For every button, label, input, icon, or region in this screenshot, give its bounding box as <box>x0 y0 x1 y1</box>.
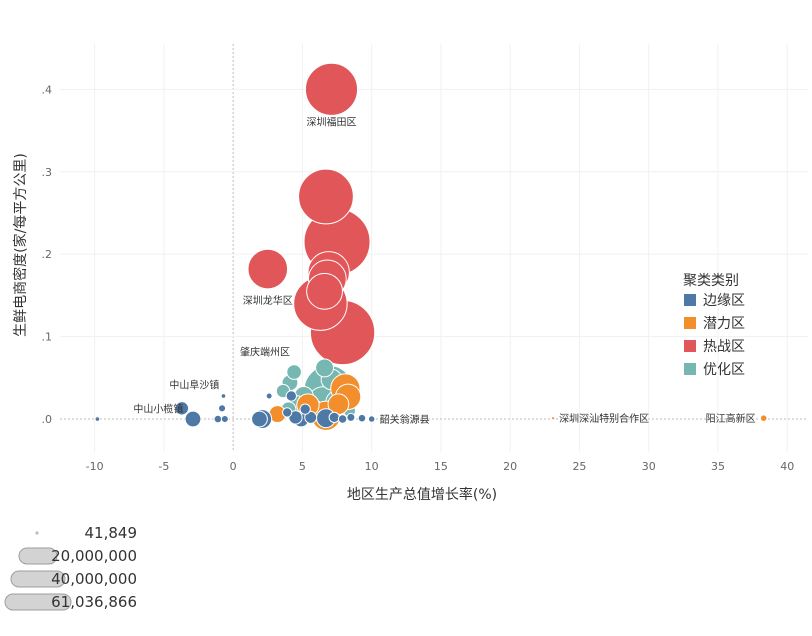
x-tick-label: 10 <box>365 460 379 473</box>
size-legend-mark <box>35 531 39 535</box>
data-point <box>94 416 101 422</box>
point-label: 中山阜沙镇 <box>169 378 219 391</box>
y-tick-label: .3 <box>42 166 53 179</box>
x-tick-label: 20 <box>503 460 517 473</box>
size-legend-mark <box>10 570 66 588</box>
legend-swatch <box>684 317 696 329</box>
x-tick-label: 35 <box>711 460 725 473</box>
point-label: 深圳龙华区 <box>243 294 293 307</box>
x-tick-label: 15 <box>434 460 448 473</box>
data-point <box>251 410 268 428</box>
x-tick-label: 0 <box>230 460 237 473</box>
data-point <box>306 272 343 310</box>
data-point <box>213 414 223 424</box>
size-legend-label: 41,849 <box>85 524 138 542</box>
point-label: 深圳深汕特别合作区 <box>559 412 649 425</box>
data-point <box>282 407 293 418</box>
data-point <box>299 403 311 415</box>
data-point <box>328 411 340 424</box>
data-point <box>304 410 318 424</box>
size-legend-label: 20,000,000 <box>51 547 137 565</box>
size-legend-mark <box>4 593 72 611</box>
x-tick-label: 30 <box>642 460 656 473</box>
y-tick-label: .0 <box>42 413 53 426</box>
data-point <box>286 364 302 380</box>
x-tick-label: 25 <box>572 460 586 473</box>
legend-swatch <box>684 294 696 306</box>
legend-label: 热战区 <box>703 339 745 355</box>
data-point <box>551 416 556 421</box>
data-point <box>304 62 359 116</box>
legend-label: 优化区 <box>703 362 745 378</box>
legend-swatch <box>684 363 696 375</box>
data-point <box>315 358 335 378</box>
y-tick-label: .1 <box>42 331 53 344</box>
point-label: 韶关翁源县 <box>380 413 430 426</box>
y-axis-title: 生鲜电商密度(家/每平方公里) <box>12 153 29 337</box>
data-point <box>174 401 190 416</box>
data-point <box>367 415 376 423</box>
data-points <box>94 62 768 431</box>
y-axis-ticks: .0 .1 .2 .3 .4 <box>42 83 53 426</box>
x-tick-label: -5 <box>158 460 169 473</box>
data-point <box>346 412 356 422</box>
data-point <box>285 390 297 402</box>
data-point <box>220 393 227 399</box>
size-legend: 41,849 20,000,000 40,000,000 61,036,866 <box>4 524 138 611</box>
point-label: 肇庆端州区 <box>240 345 290 358</box>
data-point <box>759 414 768 422</box>
data-point <box>184 410 202 428</box>
legend-label: 潜力区 <box>703 316 745 332</box>
size-legend-label: 40,000,000 <box>51 570 137 588</box>
data-point <box>357 413 367 423</box>
data-point <box>288 410 303 425</box>
point-label: 深圳福田区 <box>306 115 356 128</box>
x-axis-title: 地区生产总值增长率(%) <box>347 486 497 503</box>
y-tick-label: .4 <box>42 83 53 96</box>
size-legend-mark <box>18 547 58 565</box>
data-point <box>218 404 227 413</box>
data-point <box>220 414 229 424</box>
x-tick-label: 40 <box>780 460 794 473</box>
size-legend-label: 61,036,866 <box>51 593 137 611</box>
x-tick-label: -10 <box>86 460 104 473</box>
data-point <box>265 392 273 400</box>
data-point <box>247 248 289 290</box>
x-axis-ticks: -10 -5 0 5 10 15 20 25 30 35 40 <box>86 460 795 473</box>
legend-swatch <box>684 340 696 352</box>
point-label: 中山小榄镇 <box>133 402 183 415</box>
y-tick-label: .2 <box>42 248 53 261</box>
data-point <box>298 168 354 225</box>
x-tick-label: 5 <box>299 460 306 473</box>
point-label: 阳江高新区 <box>706 412 756 425</box>
legend-title: 聚类类别 <box>683 273 739 289</box>
legend-label: 边缘区 <box>703 293 745 309</box>
data-point <box>337 414 348 424</box>
